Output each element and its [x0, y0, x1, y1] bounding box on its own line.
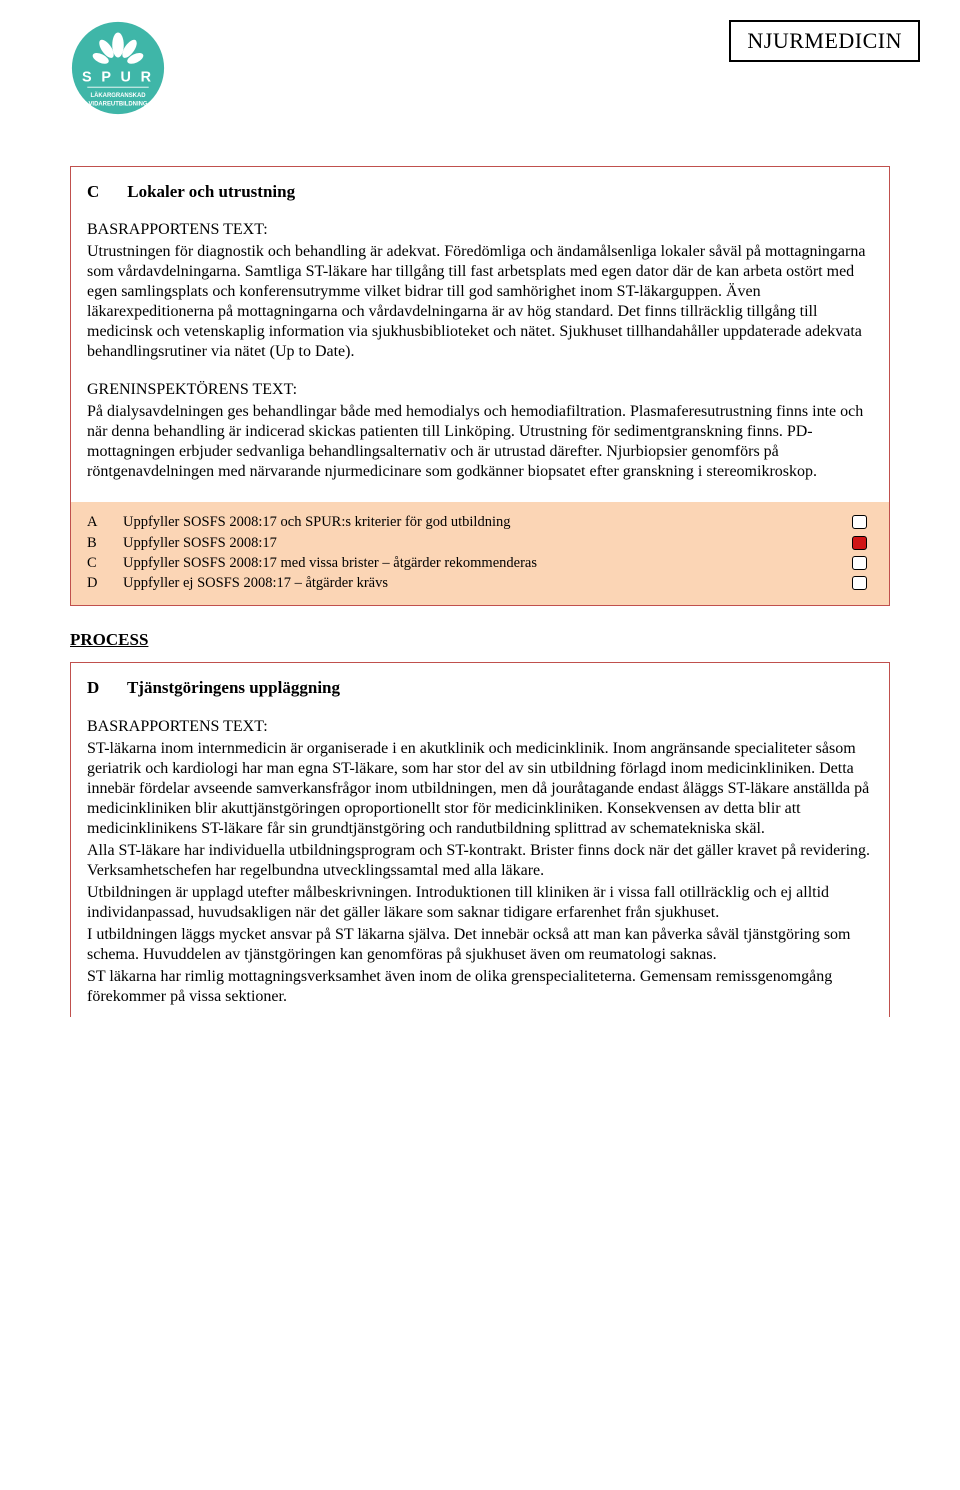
- gren-text-c: På dialysavdelningen ges behandlingar bå…: [87, 402, 873, 482]
- section-c-title-row: C Lokaler och utrustning: [87, 181, 873, 202]
- d-p1: ST-läkarna inom internmedicin är organis…: [87, 739, 873, 839]
- grade-row: CUppfyller SOSFS 2008:17 med vissa brist…: [87, 553, 873, 573]
- grade-letter: C: [87, 553, 123, 573]
- svg-text:VIDAREUTBILDNING: VIDAREUTBILDNING: [88, 101, 147, 107]
- section-c-letter: C: [87, 181, 123, 202]
- d-p2: Alla ST-läkare har individuella utbildni…: [87, 841, 873, 881]
- grade-checkbox: [852, 576, 867, 590]
- grade-text: Uppfyller ej SOSFS 2008:17 – åtgärder kr…: [123, 573, 833, 593]
- d-p5: ST läkarna har rimlig mottagningsverksam…: [87, 967, 873, 1007]
- section-c-box: C Lokaler och utrustning BASRAPPORTENS T…: [70, 166, 890, 606]
- grade-checkbox: [852, 536, 867, 550]
- bas-label-d: BASRAPPORTENS TEXT:: [87, 717, 873, 737]
- header-row: S P U R LÄKARGRANSKAD VIDAREUTBILDNING N…: [70, 20, 890, 116]
- grade-checkbox-cell: [833, 536, 873, 550]
- section-d-title-row: D Tjänstgöringens uppläggning: [87, 677, 873, 698]
- grade-letter: D: [87, 573, 123, 593]
- grade-letter: B: [87, 533, 123, 553]
- section-d-box: D Tjänstgöringens uppläggning BASRAPPORT…: [70, 662, 890, 1016]
- grade-block: AUppfyller SOSFS 2008:17 och SPUR:s krit…: [71, 502, 889, 605]
- d-p4: I utbildningen läggs mycket ansvar på ST…: [87, 925, 873, 965]
- bas-text-c: Utrustningen för diagnostik och behandli…: [87, 242, 873, 362]
- gren-label-c: GRENINSPEKTÖRENS TEXT:: [87, 380, 873, 400]
- grade-checkbox: [852, 556, 867, 570]
- category-box: NJURMEDICIN: [729, 20, 920, 62]
- grade-checkbox: [852, 515, 867, 529]
- svg-text:LÄKARGRANSKAD: LÄKARGRANSKAD: [90, 92, 146, 99]
- section-d-letter: D: [87, 677, 123, 698]
- d-p3: Utbildningen är upplagd utefter målbeskr…: [87, 883, 873, 923]
- spur-logo: S P U R LÄKARGRANSKAD VIDAREUTBILDNING: [70, 20, 166, 116]
- grade-row: AUppfyller SOSFS 2008:17 och SPUR:s krit…: [87, 512, 873, 532]
- grade-checkbox-cell: [833, 576, 873, 590]
- category-text: NJURMEDICIN: [747, 28, 902, 53]
- section-d-title: Tjänstgöringens uppläggning: [127, 678, 340, 697]
- grade-text: Uppfyller SOSFS 2008:17 och SPUR:s krite…: [123, 512, 833, 532]
- svg-text:S P U R: S P U R: [82, 69, 154, 85]
- grade-row: BUppfyller SOSFS 2008:17: [87, 533, 873, 553]
- bas-label-c: BASRAPPORTENS TEXT:: [87, 220, 873, 240]
- grade-text: Uppfyller SOSFS 2008:17 med vissa briste…: [123, 553, 833, 573]
- section-c-body: C Lokaler och utrustning BASRAPPORTENS T…: [71, 167, 889, 502]
- process-heading: PROCESS: [70, 630, 890, 650]
- section-c-title: Lokaler och utrustning: [127, 182, 295, 201]
- grade-checkbox-cell: [833, 515, 873, 529]
- grade-row: DUppfyller ej SOSFS 2008:17 – åtgärder k…: [87, 573, 873, 593]
- grade-letter: A: [87, 512, 123, 532]
- page: S P U R LÄKARGRANSKAD VIDAREUTBILDNING N…: [0, 0, 960, 1057]
- grade-text: Uppfyller SOSFS 2008:17: [123, 533, 833, 553]
- grade-checkbox-cell: [833, 556, 873, 570]
